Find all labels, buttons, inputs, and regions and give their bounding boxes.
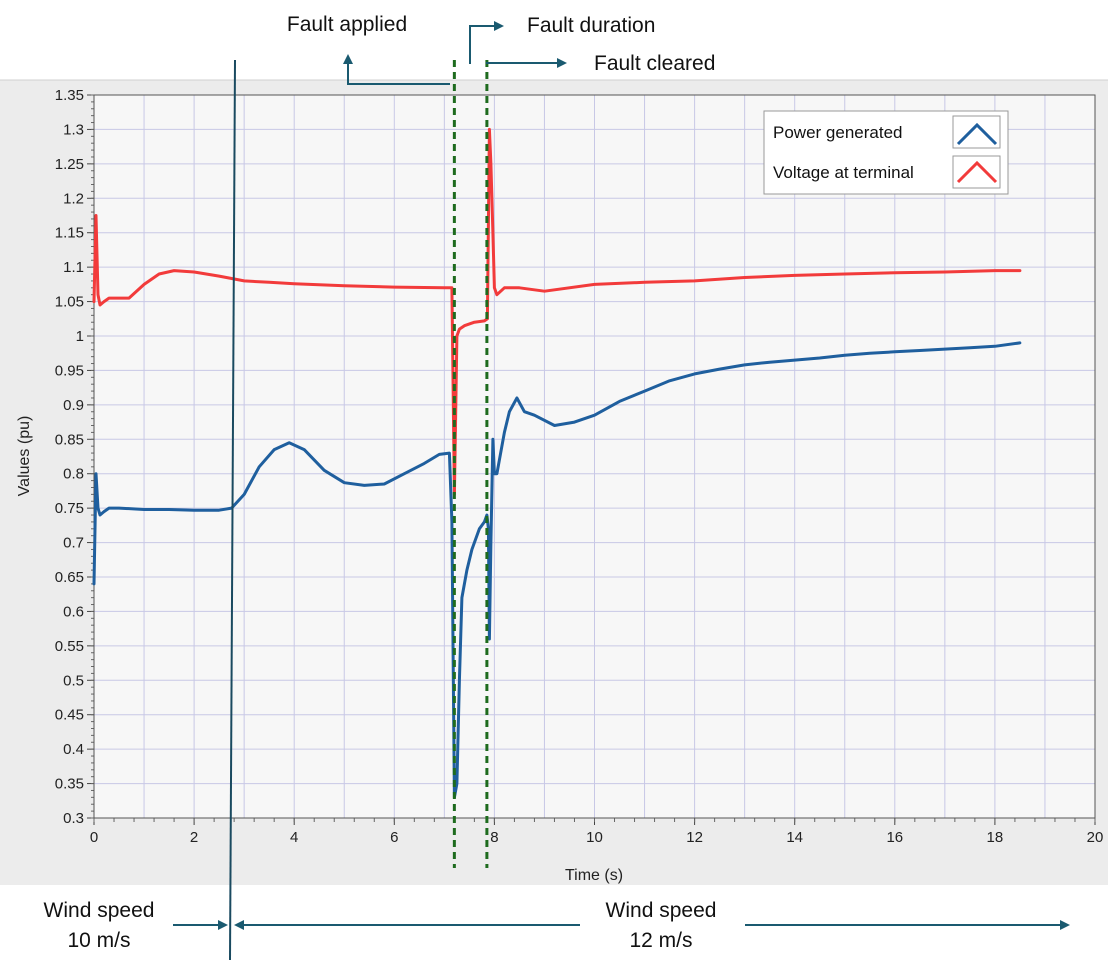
x-tick-label: 2 <box>190 829 198 846</box>
x-tick-label: 12 <box>686 829 703 846</box>
y-tick-label: 0.95 <box>55 362 84 379</box>
legend-label-voltage: Voltage at terminal <box>773 163 914 182</box>
series-line-voltage-at-terminal <box>92 127 1022 496</box>
fault-applied-label: Fault applied <box>287 13 407 36</box>
y-tick-label: 0.6 <box>63 603 84 620</box>
wind-speed-left-label-2: 10 m/s <box>67 929 130 952</box>
legend-swatch-voltage-box <box>952 155 1001 189</box>
wind-speed-left-label-1: Wind speed <box>44 899 155 922</box>
y-tick-label: 0.5 <box>63 672 84 689</box>
y-tick-label: 0.65 <box>55 569 84 586</box>
y-tick-label: 0.75 <box>55 500 84 517</box>
legend-swatch-power <box>956 122 998 146</box>
grid <box>93 94 1096 819</box>
y-tick-label: 0.3 <box>63 810 84 827</box>
fault-duration-label: Fault duration <box>527 14 655 37</box>
x-tick-label: 10 <box>586 829 603 846</box>
x-tick-label: 14 <box>786 829 803 846</box>
legend-label-power: Power generated <box>773 123 902 142</box>
y-tick-label: 0.9 <box>63 397 84 414</box>
x-tick-labels: 0 2 4 6 8 10 12 14 16 18 20 <box>90 829 1104 846</box>
plot-border <box>93 94 1096 819</box>
x-tick-label: 0 <box>90 829 98 846</box>
y-tick-label: 1.3 <box>63 121 84 138</box>
wind-speed-right-label-1: Wind speed <box>606 899 717 922</box>
y-axis-title: Values (pu) <box>16 416 33 497</box>
fault-applied-arrow <box>343 54 450 85</box>
x-tick-label: 6 <box>390 829 398 846</box>
y-tick-label: 1.05 <box>55 294 84 311</box>
y-tick-label: 1.35 <box>55 87 84 104</box>
wind-speed-change-line <box>229 59 236 961</box>
y-tick-labels: 0.3 0.35 0.4 0.45 0.5 0.55 0.6 0.65 0.7 0.75 0.8 0.… <box>55 87 84 827</box>
wind-speed-right-label-2: 12 m/s <box>629 929 692 952</box>
y-tick-label: 0.8 <box>63 466 84 483</box>
y-tick-label: 1.15 <box>55 225 84 242</box>
x-tick-label: 16 <box>886 829 903 846</box>
x-axis-title: Time (s) <box>565 867 623 884</box>
y-tick-label: 1.25 <box>55 156 84 173</box>
fault-duration-arrow <box>469 21 504 64</box>
legend: Power generated Voltage at terminal <box>763 110 1009 195</box>
y-tick-label: 0.55 <box>55 638 84 655</box>
x-tick-label: 4 <box>290 829 298 846</box>
y-tick-label: 0.45 <box>55 707 84 724</box>
y-tick-label: 1.1 <box>63 259 84 276</box>
y-tick-label: 1 <box>76 328 84 345</box>
x-tick-label: 18 <box>987 829 1004 846</box>
fault-cleared-label: Fault cleared <box>594 52 715 75</box>
x-tick-label: 20 <box>1087 829 1104 846</box>
y-tick-label: 0.35 <box>55 776 84 793</box>
legend-swatch-voltage <box>956 160 998 184</box>
y-tick-label: 0.85 <box>55 431 84 448</box>
y-tick-label: 0.7 <box>63 535 84 552</box>
y-tick-label: 1.2 <box>63 190 84 207</box>
y-tick-label: 0.4 <box>63 741 84 758</box>
x-tick-label: 8 <box>490 829 498 846</box>
